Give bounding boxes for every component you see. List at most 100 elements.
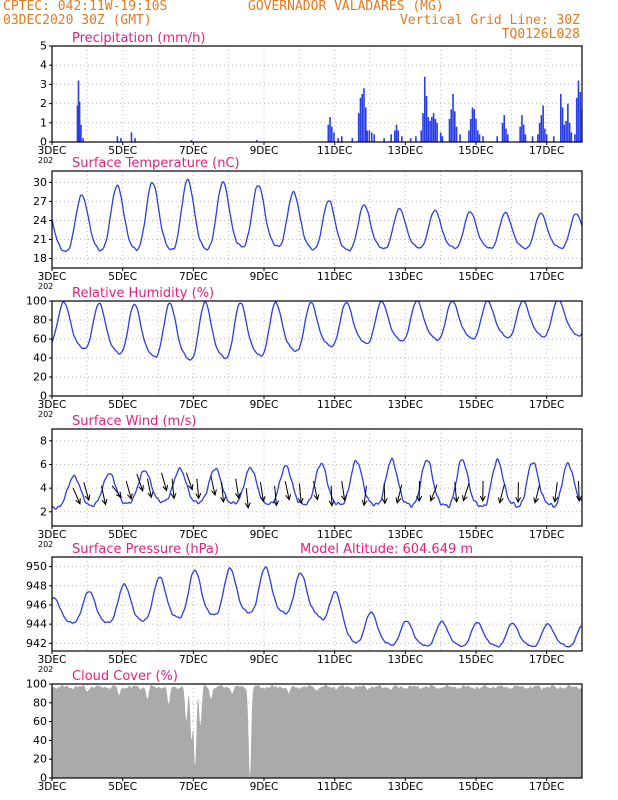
panel1-bar [505,128,507,142]
panel1-bar [395,124,398,142]
panel4-wind-arrowhead [462,495,468,502]
panel1-bar [560,94,562,142]
panel1-bar [327,124,330,142]
panel1-bar [423,76,426,142]
panel4-wind-arrowhead [381,498,388,505]
panel3-frame [51,300,583,397]
panel1-bar [415,136,417,142]
panel1-bar [397,130,400,142]
panel1-bar [359,97,362,142]
panel4-wind-arrow [454,482,458,502]
panel1-bar [436,122,438,142]
panel4-wind-arrow [111,485,122,498]
panel4-wind-arrowhead [395,497,402,504]
panel1-xtick-label: 13DEC [388,145,423,157]
panel1-bar [333,132,335,142]
panel3-title: Relative Humidity (%) [72,286,214,301]
panel3-ytick-label: 80 [33,314,47,327]
panel5-xtick-label: 15DEC [458,654,493,666]
panel2-ytick-label: 30 [33,176,47,189]
panel5-xtick-label: 5DEC [108,654,137,666]
panel4-wind-arrow [259,482,264,502]
panel4-wind-arrowhead [259,496,266,503]
panel2-xtick-label: 5DEC [108,271,137,283]
panel4-wind-arrowhead [211,489,217,497]
panel3-ytick-label: 40 [33,352,47,365]
panel4-wind-arrowhead [75,498,81,505]
panel6-ytick-label: 80 [33,696,47,709]
panel1-bar [383,138,385,142]
panel4-xtick-label: 17DEC [529,529,564,541]
panel2-xtick-label: 11DEC [317,271,352,283]
panel4-series-line [52,457,582,510]
panel1-frame [51,45,583,143]
panel5-year-stub: 202 [38,665,53,674]
panel3-xtick-label: 13DEC [388,399,423,411]
panel5-xtick-label: 3DEC [38,654,67,666]
panel3-xtick-label: 3DEC [38,399,67,411]
panel4-wind-arrow [284,480,290,500]
panel4-wind-arrowhead [244,502,251,510]
panel1-bar [545,134,548,142]
panel4-xtick-label: 11DEC [317,529,352,541]
panel4-xtick-label: 9DEC [250,529,279,541]
panel5-xtick-label: 9DEC [250,654,279,666]
panel1-bar [473,109,476,142]
panel2-title: Surface Temperature (nC) [72,156,240,171]
panel4-wind-arrowhead [101,498,108,506]
panel1-bar [531,136,534,142]
panel1-bar [455,126,458,142]
panel5-ytick-label: 948 [26,579,47,592]
panel4-wind-arrow [196,478,200,499]
panel4-wind-arrow [341,480,346,501]
panel6-title: Cloud Cover (%) [72,669,178,684]
panel2-ytick-label: 18 [33,252,47,265]
panel4-wind-arrow [72,487,81,505]
panel5-title: Surface Pressure (hPa) [72,542,219,557]
panel4-wind-arrow [161,472,168,491]
panel4-chart: 2 4 6 8 3DEC 5DEC 7DEC 9DEC 11DEC 13DEC 15DEC 17DEC… [38,414,583,549]
panel1-bar [361,94,364,142]
panel4-wind-arrowhead [220,496,226,504]
panel5-ytick-label: 944 [26,618,47,631]
panel1-bar [390,134,392,142]
panel6-plot-area [52,684,582,778]
panel1-bar [503,115,506,142]
panel4-wind-arrowhead [273,500,279,507]
panel1-bar [363,88,365,142]
panel4-plot-area [52,457,582,510]
panel4-wind-arrow [100,485,106,505]
panel3-plot-area [52,301,582,361]
panel3-xtick-label: 5DEC [108,399,137,411]
panel1-xtick-label: 5DEC [108,145,137,157]
panel3-series-line [52,301,582,361]
panel4-xtick-label: 7DEC [179,529,208,541]
panel1-bar [134,138,136,142]
panel6-frame [51,683,583,779]
panel5-xtick-label: 7DEC [179,654,208,666]
panel1-bar [422,113,424,142]
panel4-wind-arrowhead [285,494,292,501]
panel1-bar [524,134,527,142]
panel1-bar [409,138,412,142]
model-code: TQ0126L028 [501,27,580,42]
panel3-year-stub: 202 [38,410,53,419]
panel2-year-stub: 202 [38,282,53,291]
panel1-bar [552,136,555,142]
panel2-xtick-label: 9DEC [250,271,279,283]
panel1-bar [570,132,573,142]
panel1-xtick-label: 17DEC [529,145,564,157]
panel5-ytick-label: 946 [26,598,47,611]
panel4-wind-arrow [171,478,175,499]
panel1-bar [501,122,504,142]
panel4-wind-arrowhead [127,493,133,500]
panel6-cloud-area [52,684,582,778]
panel2-xtick-label: 15DEC [458,271,493,283]
panel3-xtick-label: 17DEC [529,399,564,411]
panel1-bar [78,101,81,142]
panel4-wind-arrowhead [170,493,177,500]
panel1-bar [469,118,472,142]
panel5-ytick-label: 950 [26,560,47,573]
panel1-bar [337,138,339,142]
panel4-wind-arrowhead [162,485,169,492]
